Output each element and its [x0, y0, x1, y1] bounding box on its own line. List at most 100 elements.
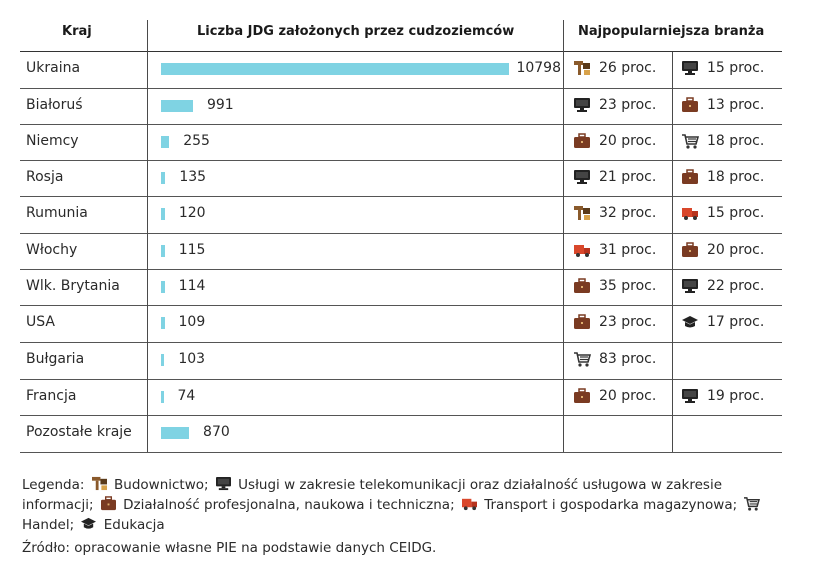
industry-cell: 23 proc.: [573, 314, 656, 330]
bar-value-label: 991: [206, 97, 234, 113]
row-divider: [20, 88, 782, 89]
industry-share: 22 proc.: [707, 278, 765, 294]
country-label: Białoruś: [26, 97, 83, 113]
briefcase-icon: [681, 169, 699, 185]
industry-cell: 20 proc.: [573, 388, 656, 404]
cart-icon: [681, 133, 699, 149]
industry-cell: 22 proc.: [681, 278, 764, 294]
bar-value-label: 10798: [516, 60, 561, 76]
header-country: Kraj: [62, 24, 92, 39]
cart-icon: [743, 496, 761, 511]
briefcase-icon: [573, 388, 591, 404]
country-label: USA: [26, 314, 55, 330]
bar-value-label: 109: [178, 314, 206, 330]
column-divider: [147, 20, 148, 452]
truck-icon: [461, 496, 478, 511]
truck-icon: [573, 242, 591, 258]
legend-item-label: Edukacja: [103, 517, 165, 533]
truck-icon: [681, 205, 699, 221]
legend-item-label: Transport i gospodarka magazynowa;: [484, 497, 738, 513]
industry-share: 83 proc.: [599, 351, 657, 367]
computer-icon: [573, 169, 591, 185]
row-divider: [20, 452, 782, 453]
bar: [161, 391, 164, 403]
bar: [161, 245, 165, 257]
row-divider: [20, 233, 782, 234]
legend: Legenda: Budownictwo; Usługi w zakresie …: [22, 475, 782, 535]
cart-icon: [573, 351, 591, 367]
row-divider: [20, 124, 782, 125]
industry-share: 23 proc.: [599, 314, 657, 330]
industry-cell: 23 proc.: [573, 97, 656, 113]
row-divider: [20, 269, 782, 270]
briefcase-icon: [573, 314, 591, 330]
industry-share: 13 proc.: [707, 97, 765, 113]
industry-cell: 21 proc.: [573, 169, 656, 185]
industry-cell: 20 proc.: [681, 242, 764, 258]
briefcase-icon: [100, 496, 117, 511]
industry-share: 20 proc.: [707, 242, 765, 258]
country-label: Ukraina: [26, 60, 81, 76]
industry-cell: 26 proc.: [573, 60, 656, 76]
industry-cell: 18 proc.: [681, 169, 764, 185]
industry-cell: 32 proc.: [573, 205, 656, 221]
graduation-cap-icon: [681, 314, 699, 330]
industry-share: 18 proc.: [707, 169, 765, 185]
industry-share: 35 proc.: [599, 278, 657, 294]
country-label: Niemcy: [26, 133, 79, 149]
industry-share: 26 proc.: [599, 60, 657, 76]
row-divider: [20, 305, 782, 306]
graduation-cap-icon: [80, 516, 97, 531]
industry-cell: 15 proc.: [681, 205, 764, 221]
bar: [161, 208, 165, 220]
bar-value-label: 74: [177, 388, 196, 404]
legend-item-label: Usługi w zakresie telekomunikacji oraz d…: [22, 477, 723, 513]
briefcase-icon: [681, 97, 699, 113]
industry-share: 31 proc.: [599, 242, 657, 258]
header-count: Liczba JDG założonych przez cudzoziemców: [197, 24, 515, 39]
bar-value-label: 120: [178, 205, 206, 221]
industry-cell: 31 proc.: [573, 242, 656, 258]
industry-cell: 83 proc.: [573, 351, 656, 367]
industry-share: 18 proc.: [707, 133, 765, 149]
industry-cell: 15 proc.: [681, 60, 764, 76]
country-label: Rosja: [26, 169, 64, 185]
country-label: Wlk. Brytania: [26, 278, 120, 294]
bar-value-label: 103: [178, 351, 206, 367]
legend-item-label: Handel;: [22, 517, 75, 533]
bar-value-label: 135: [179, 169, 207, 185]
computer-icon: [681, 388, 699, 404]
industry-share: 20 proc.: [599, 388, 657, 404]
briefcase-icon: [681, 242, 699, 258]
computer-icon: [215, 476, 232, 491]
country-label: Rumunia: [26, 205, 88, 221]
industry-cell: 19 proc.: [681, 388, 764, 404]
row-divider: [20, 379, 782, 380]
country-label: Włochy: [26, 242, 78, 258]
bar-value-label: 114: [178, 278, 206, 294]
bar: [161, 136, 170, 148]
bar-value-label: 115: [178, 242, 206, 258]
column-divider: [672, 52, 673, 452]
bar: [161, 317, 165, 329]
source-note: Źródło: opracowanie własne PIE na podsta…: [22, 540, 437, 556]
industry-cell: 13 proc.: [681, 97, 764, 113]
bar: [161, 281, 165, 293]
construction-icon: [573, 205, 591, 221]
briefcase-icon: [573, 278, 591, 294]
bar-value-label: 255: [183, 133, 210, 149]
briefcase-icon: [573, 133, 591, 149]
construction-icon: [573, 60, 591, 76]
industry-cell: 35 proc.: [573, 278, 656, 294]
legend-item-label: Budownictwo;: [114, 477, 209, 493]
industry-share: 15 proc.: [707, 205, 765, 221]
industry-share: 17 proc.: [707, 314, 765, 330]
row-divider: [20, 160, 782, 161]
bar: [161, 427, 190, 439]
bar: [161, 63, 509, 75]
industry-cell: 18 proc.: [681, 133, 764, 149]
row-divider: [20, 342, 782, 343]
bar: [161, 100, 193, 112]
industry-share: 21 proc.: [599, 169, 657, 185]
